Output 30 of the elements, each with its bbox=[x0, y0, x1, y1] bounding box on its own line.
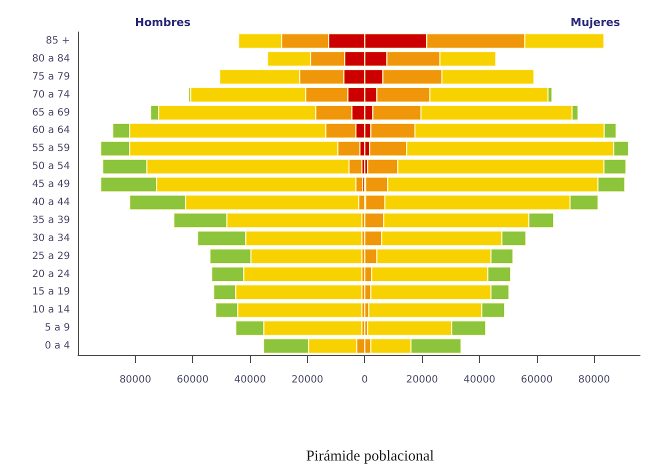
text: Hombres bbox=[135, 16, 191, 29]
x-tick-label: 20000 bbox=[406, 374, 438, 386]
y-tick-label: 0 a 4 bbox=[44, 340, 70, 352]
x-tick-label: 20000 bbox=[291, 374, 324, 386]
x-tick-label: 60000 bbox=[520, 374, 553, 386]
x-tick-label: 40000 bbox=[464, 374, 496, 386]
y-tick-label: 50 a 54 bbox=[32, 161, 70, 172]
y-tick-label: 45 a 49 bbox=[32, 179, 70, 190]
y-tick-label: 25 a 29 bbox=[32, 250, 70, 262]
x-tick-label: 40000 bbox=[234, 374, 266, 386]
y-tick-label: 5 a 9 bbox=[44, 322, 70, 334]
x-tick-label: 0 bbox=[362, 374, 368, 386]
text: Mujeres bbox=[570, 16, 620, 29]
y-tick-label: 30 a 34 bbox=[32, 232, 70, 244]
x-tick-label: 80000 bbox=[578, 374, 610, 386]
y-tick-label: 85 + bbox=[46, 35, 70, 46]
y-tick-label: 10 a 14 bbox=[32, 304, 70, 316]
y-tick-label: 40 a 44 bbox=[32, 196, 70, 208]
y-tick-label: 75 a 79 bbox=[32, 71, 70, 82]
y-tick-label: 65 a 69 bbox=[32, 107, 70, 118]
y-tick-label: 20 a 24 bbox=[32, 268, 70, 280]
y-tick-label: 80 a 84 bbox=[32, 53, 70, 64]
y-tick-label: 55 a 59 bbox=[32, 143, 70, 154]
y-tick-label: 35 a 39 bbox=[32, 214, 70, 226]
y-tick-label: 60 a 64 bbox=[32, 125, 70, 136]
y-tick-label: 15 a 19 bbox=[32, 286, 70, 298]
x-tick-label: 60000 bbox=[176, 374, 209, 386]
y-tick-label: 70 a 74 bbox=[32, 89, 70, 100]
text: Pirámide poblacional bbox=[306, 448, 434, 464]
x-tick-label: 80000 bbox=[119, 374, 152, 386]
